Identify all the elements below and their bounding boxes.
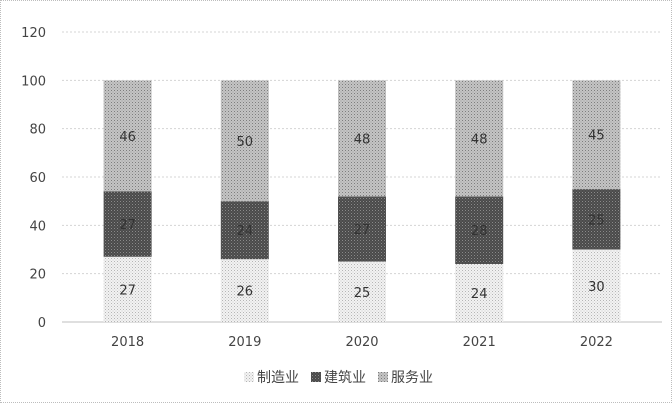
data-label: 27 <box>119 218 136 233</box>
bar-segment <box>220 201 269 260</box>
bar-segment <box>455 196 504 264</box>
bar-segment <box>220 80 269 202</box>
data-label: 24 <box>237 224 254 239</box>
data-label: 25 <box>354 286 371 301</box>
legend-swatch <box>378 372 388 382</box>
y-tick-label: 20 <box>29 268 46 283</box>
x-tick-label: 2021 <box>463 335 496 350</box>
y-axis-ticks: 0 20 40 60 80 100 120 <box>21 26 46 331</box>
bar-segment <box>338 196 386 262</box>
bar-segment <box>572 80 621 190</box>
data-label: 30 <box>588 280 605 295</box>
legend-swatch <box>244 372 254 382</box>
y-tick-label: 120 <box>21 26 46 41</box>
bar-segment <box>338 261 386 322</box>
bar-segment <box>455 264 504 322</box>
bar-segment <box>103 256 152 322</box>
data-label: 26 <box>237 285 254 300</box>
x-axis-ticks: 2018 2019 2020 2021 2022 <box>111 335 613 350</box>
y-tick-label: 100 <box>21 74 46 89</box>
legend-label: 建筑业 <box>324 370 366 386</box>
y-tick-label: 0 <box>38 316 46 331</box>
data-label: 27 <box>119 283 136 298</box>
data-label: 48 <box>354 132 371 147</box>
bar-segment <box>572 189 621 250</box>
data-label: 46 <box>119 130 136 145</box>
legend: 制造业 建筑业 服务业 <box>244 370 433 386</box>
data-label: 48 <box>471 132 488 147</box>
legend-label: 制造业 <box>257 370 299 386</box>
y-tick-label: 60 <box>29 171 46 186</box>
bar-segment <box>103 191 152 257</box>
bar-segment <box>572 249 621 322</box>
y-tick-label: 40 <box>29 219 46 234</box>
data-label: 27 <box>354 223 371 238</box>
data-label: 45 <box>588 129 605 144</box>
data-label: 24 <box>471 287 488 302</box>
legend-swatch <box>311 372 321 382</box>
bars: 27 27 46 26 24 50 25 27 48 24 28 48 30 25 45 <box>103 80 621 322</box>
data-label: 28 <box>471 224 488 239</box>
y-tick-label: 80 <box>29 123 46 138</box>
bar-segment <box>103 80 152 192</box>
bar-segment <box>220 259 269 322</box>
data-label: 25 <box>588 213 605 228</box>
legend-label: 服务业 <box>391 370 433 386</box>
x-tick-label: 2018 <box>111 335 144 350</box>
bar-segment <box>338 80 386 197</box>
data-label: 50 <box>237 135 254 150</box>
x-tick-label: 2022 <box>580 335 613 350</box>
bar-segment <box>455 80 504 197</box>
x-tick-label: 2020 <box>345 335 378 350</box>
x-tick-label: 2019 <box>228 335 261 350</box>
